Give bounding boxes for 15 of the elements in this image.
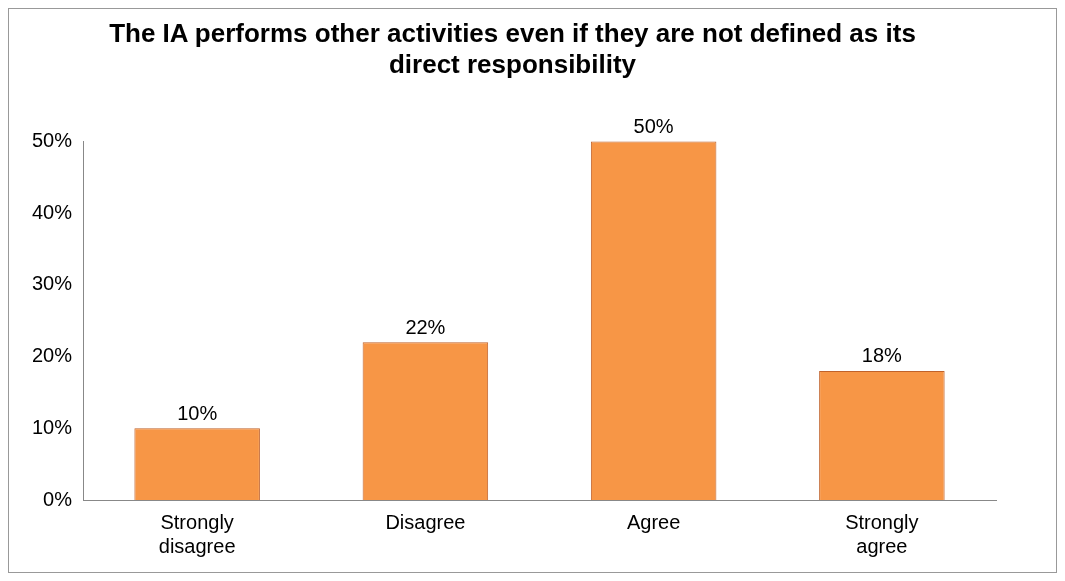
x-tick-label: Strongly agree [845,510,919,557]
y-tick-label: 30% [32,272,73,295]
y-tick-label: 0% [43,487,73,510]
y-tick-label: 40% [32,200,73,223]
x-tick-label: Strongly disagree [158,510,236,557]
y-tick-label: 20% [32,344,73,367]
data-label: 50% [633,114,674,137]
y-tick-label: 50% [32,128,73,151]
data-label: 18% [861,344,903,367]
data-label: 10% [177,401,218,424]
data-label: 22% [405,315,446,338]
x-tick-label: Agree [626,510,681,533]
y-tick-label: 10% [32,415,73,438]
chart-title: The IA performs other activities even if they are not defined as its direct responsibility [109,17,916,79]
x-tick-label: Disagree [385,510,466,533]
